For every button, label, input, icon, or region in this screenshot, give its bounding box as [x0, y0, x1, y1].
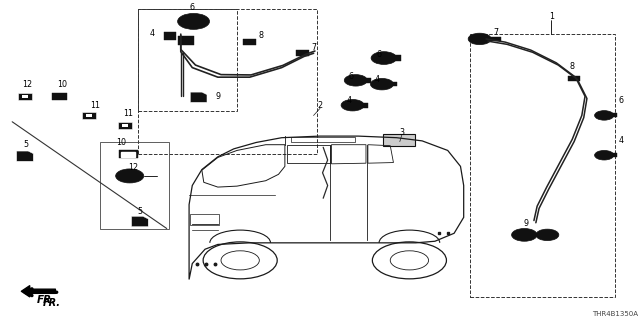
Text: 6: 6	[619, 96, 624, 105]
Text: 4: 4	[619, 136, 624, 145]
Bar	[122, 124, 129, 127]
Text: 3: 3	[399, 128, 404, 137]
Polygon shape	[190, 92, 207, 102]
Text: 10: 10	[116, 138, 125, 147]
Text: 11: 11	[124, 109, 133, 118]
Text: 12: 12	[22, 80, 33, 89]
Bar	[360, 78, 371, 83]
Bar	[138, 9, 317, 154]
Circle shape	[595, 150, 614, 160]
Circle shape	[341, 100, 364, 111]
Bar	[357, 103, 368, 108]
Bar	[390, 55, 401, 61]
Text: 6: 6	[376, 50, 381, 59]
Bar	[82, 112, 96, 119]
Text: 1: 1	[548, 12, 554, 21]
Bar	[22, 95, 28, 98]
Bar	[383, 133, 415, 146]
Bar	[122, 152, 136, 157]
Circle shape	[116, 169, 144, 183]
Bar	[190, 214, 219, 225]
Bar	[387, 82, 397, 86]
FancyArrowPatch shape	[21, 286, 56, 297]
Text: 9: 9	[215, 92, 220, 101]
Circle shape	[595, 111, 614, 120]
Bar	[118, 122, 132, 129]
Text: 2: 2	[317, 101, 323, 110]
Circle shape	[511, 228, 537, 241]
Text: 9: 9	[523, 219, 528, 228]
Text: 6: 6	[348, 72, 353, 81]
Bar	[243, 39, 256, 45]
Bar	[100, 142, 169, 228]
Text: 8: 8	[259, 31, 264, 40]
Bar	[608, 113, 617, 117]
Circle shape	[371, 78, 394, 90]
Circle shape	[536, 229, 559, 241]
Text: 12: 12	[129, 164, 139, 172]
Text: 4: 4	[150, 29, 154, 38]
Text: 11: 11	[90, 101, 100, 110]
Bar	[470, 34, 615, 297]
Text: FR.: FR.	[43, 298, 61, 308]
Bar	[86, 114, 92, 117]
Text: 8: 8	[570, 62, 575, 71]
Text: 5: 5	[24, 140, 29, 149]
Polygon shape	[132, 216, 148, 227]
Circle shape	[371, 52, 397, 64]
Text: 7: 7	[493, 28, 498, 37]
Bar	[291, 137, 355, 142]
Text: THR4B1350A: THR4B1350A	[592, 311, 638, 317]
Bar	[178, 36, 194, 45]
Text: 7: 7	[311, 43, 316, 52]
Text: 6: 6	[190, 3, 195, 12]
Polygon shape	[17, 151, 33, 161]
Circle shape	[177, 13, 209, 29]
Bar	[296, 50, 308, 56]
Bar	[138, 9, 237, 111]
Bar	[18, 93, 32, 100]
Bar	[52, 93, 67, 100]
Text: 10: 10	[57, 80, 67, 89]
Bar	[164, 32, 176, 40]
Circle shape	[344, 75, 367, 86]
Text: FR.: FR.	[37, 295, 56, 305]
Bar	[119, 150, 138, 158]
Bar	[568, 76, 580, 81]
Text: 4: 4	[346, 96, 351, 105]
Text: 5: 5	[138, 207, 143, 216]
Bar	[490, 36, 501, 41]
Circle shape	[468, 33, 491, 45]
Bar	[608, 153, 617, 157]
Text: 4: 4	[375, 75, 380, 84]
